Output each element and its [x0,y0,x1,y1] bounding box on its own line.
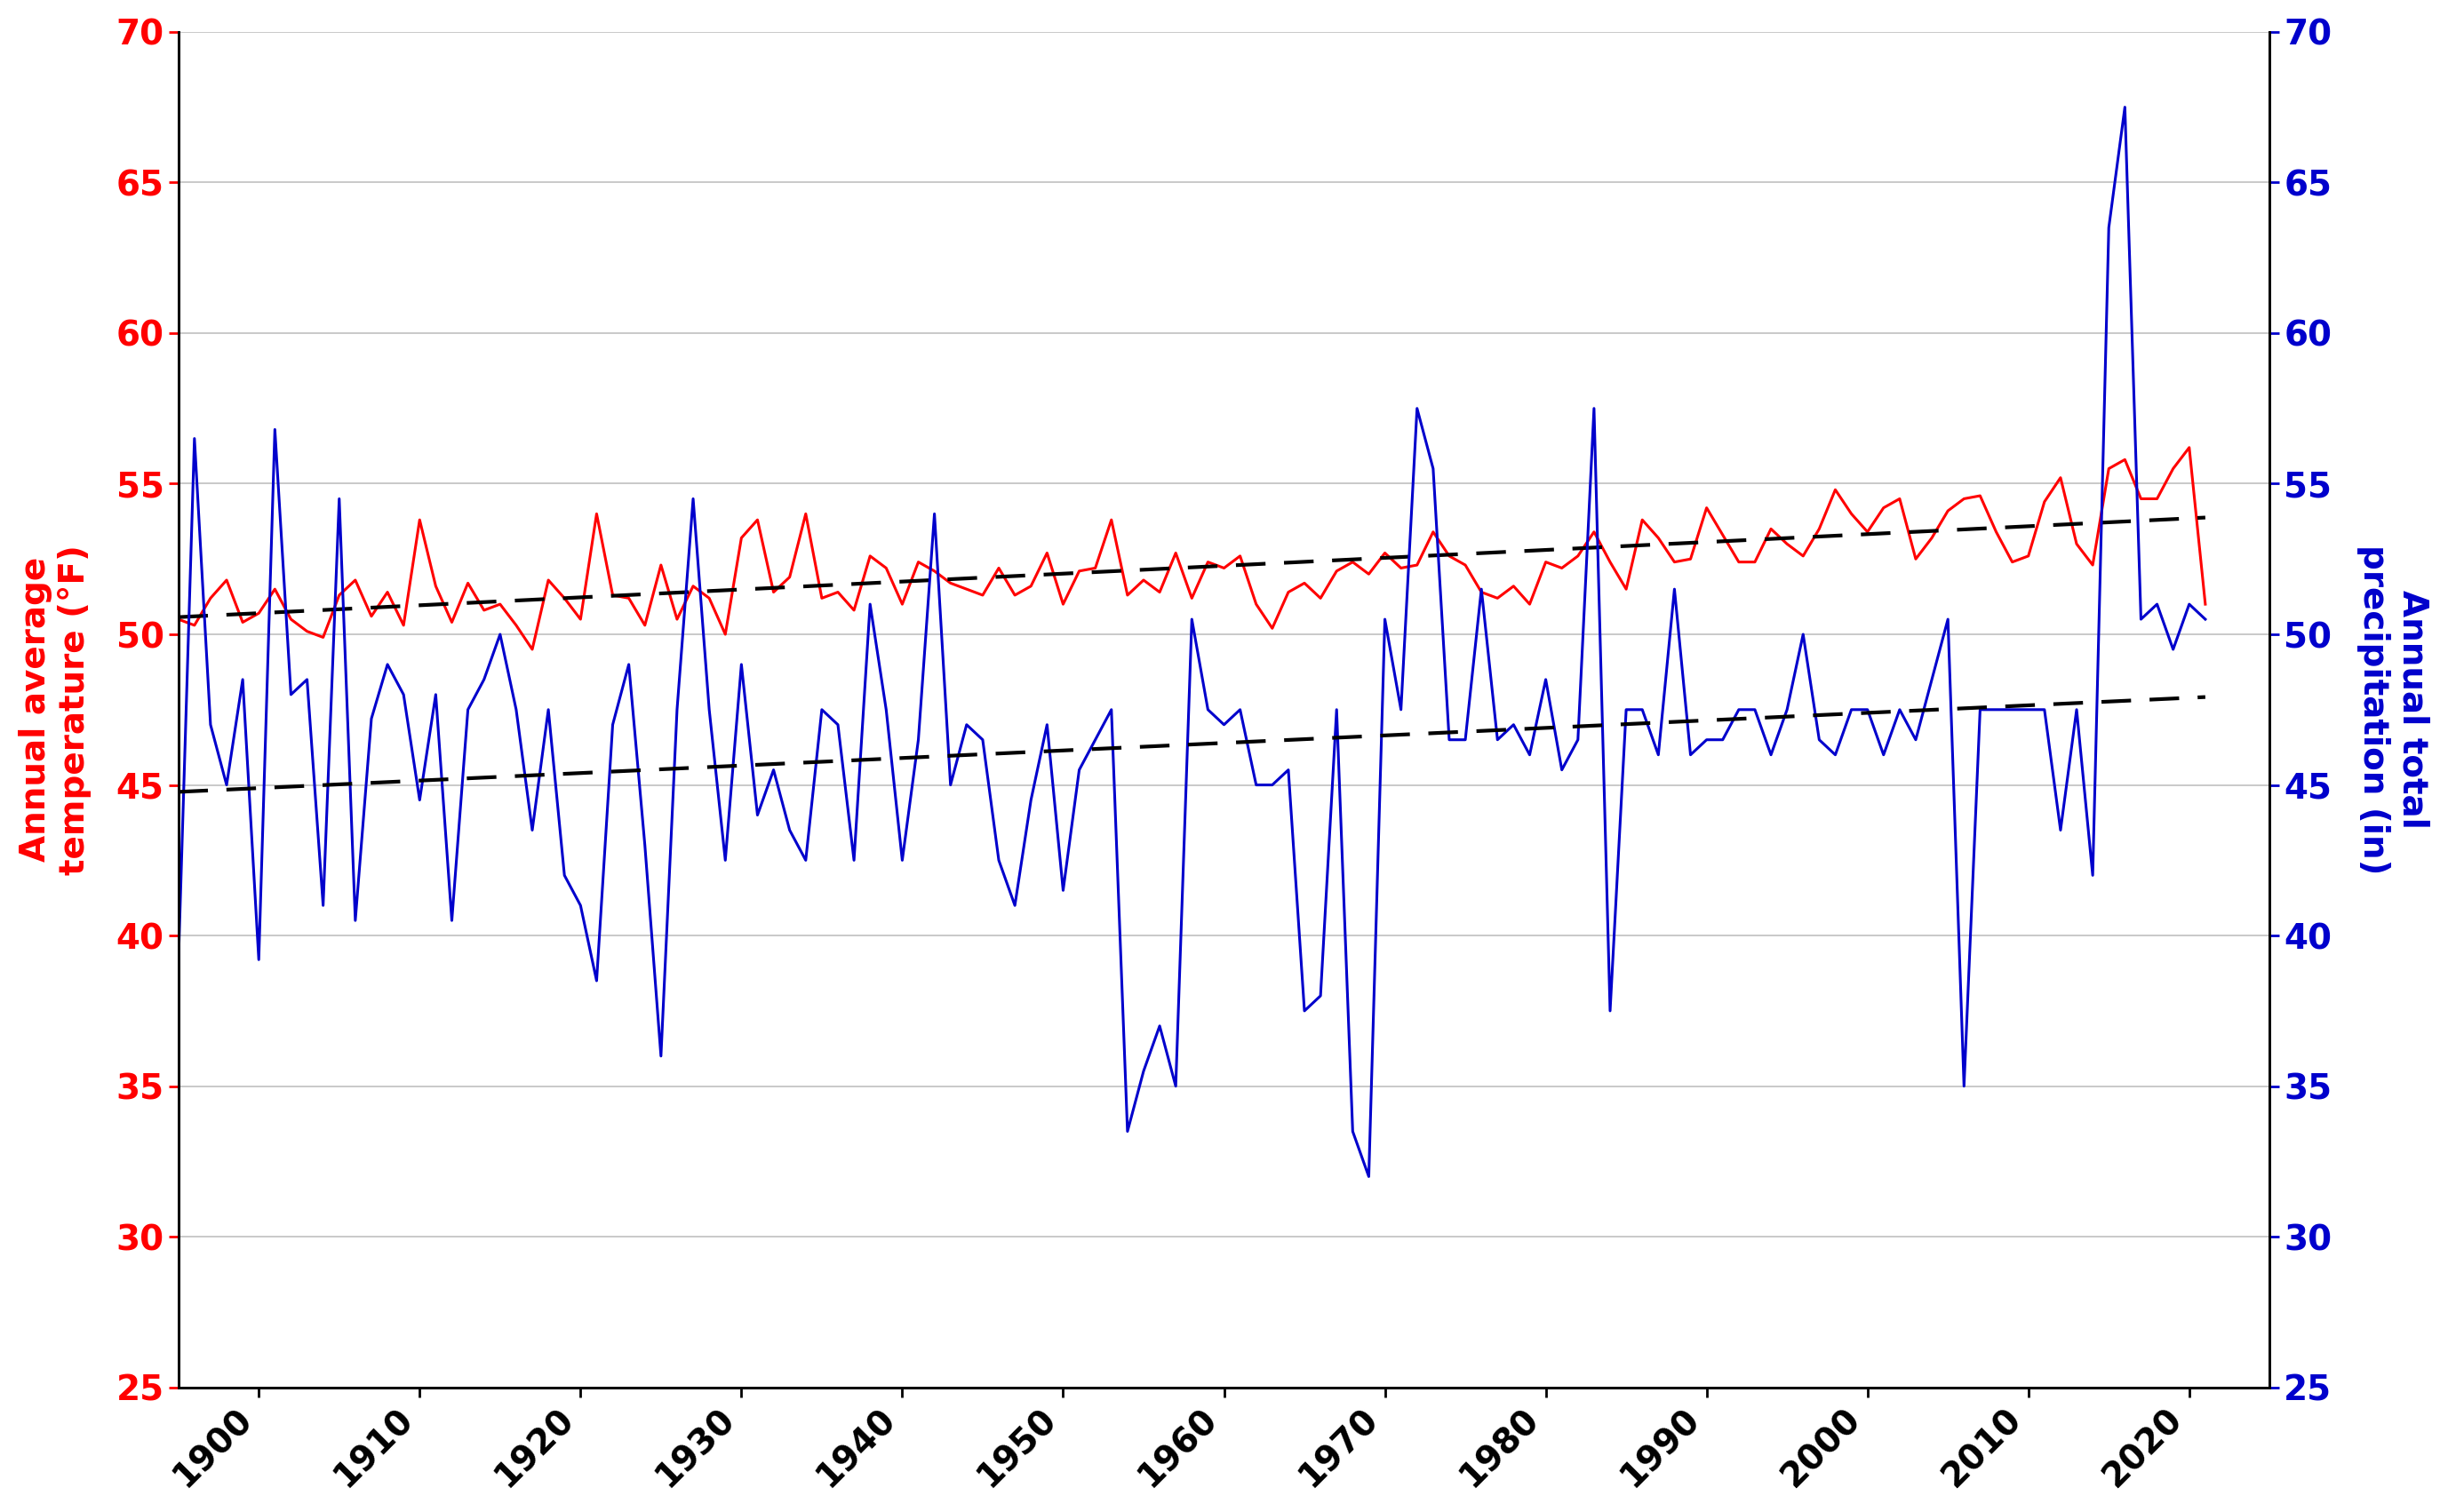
Y-axis label: Annual average
temperature (°F): Annual average temperature (°F) [20,544,91,875]
Y-axis label: Annual total
precipitation (in): Annual total precipitation (in) [2357,544,2428,874]
